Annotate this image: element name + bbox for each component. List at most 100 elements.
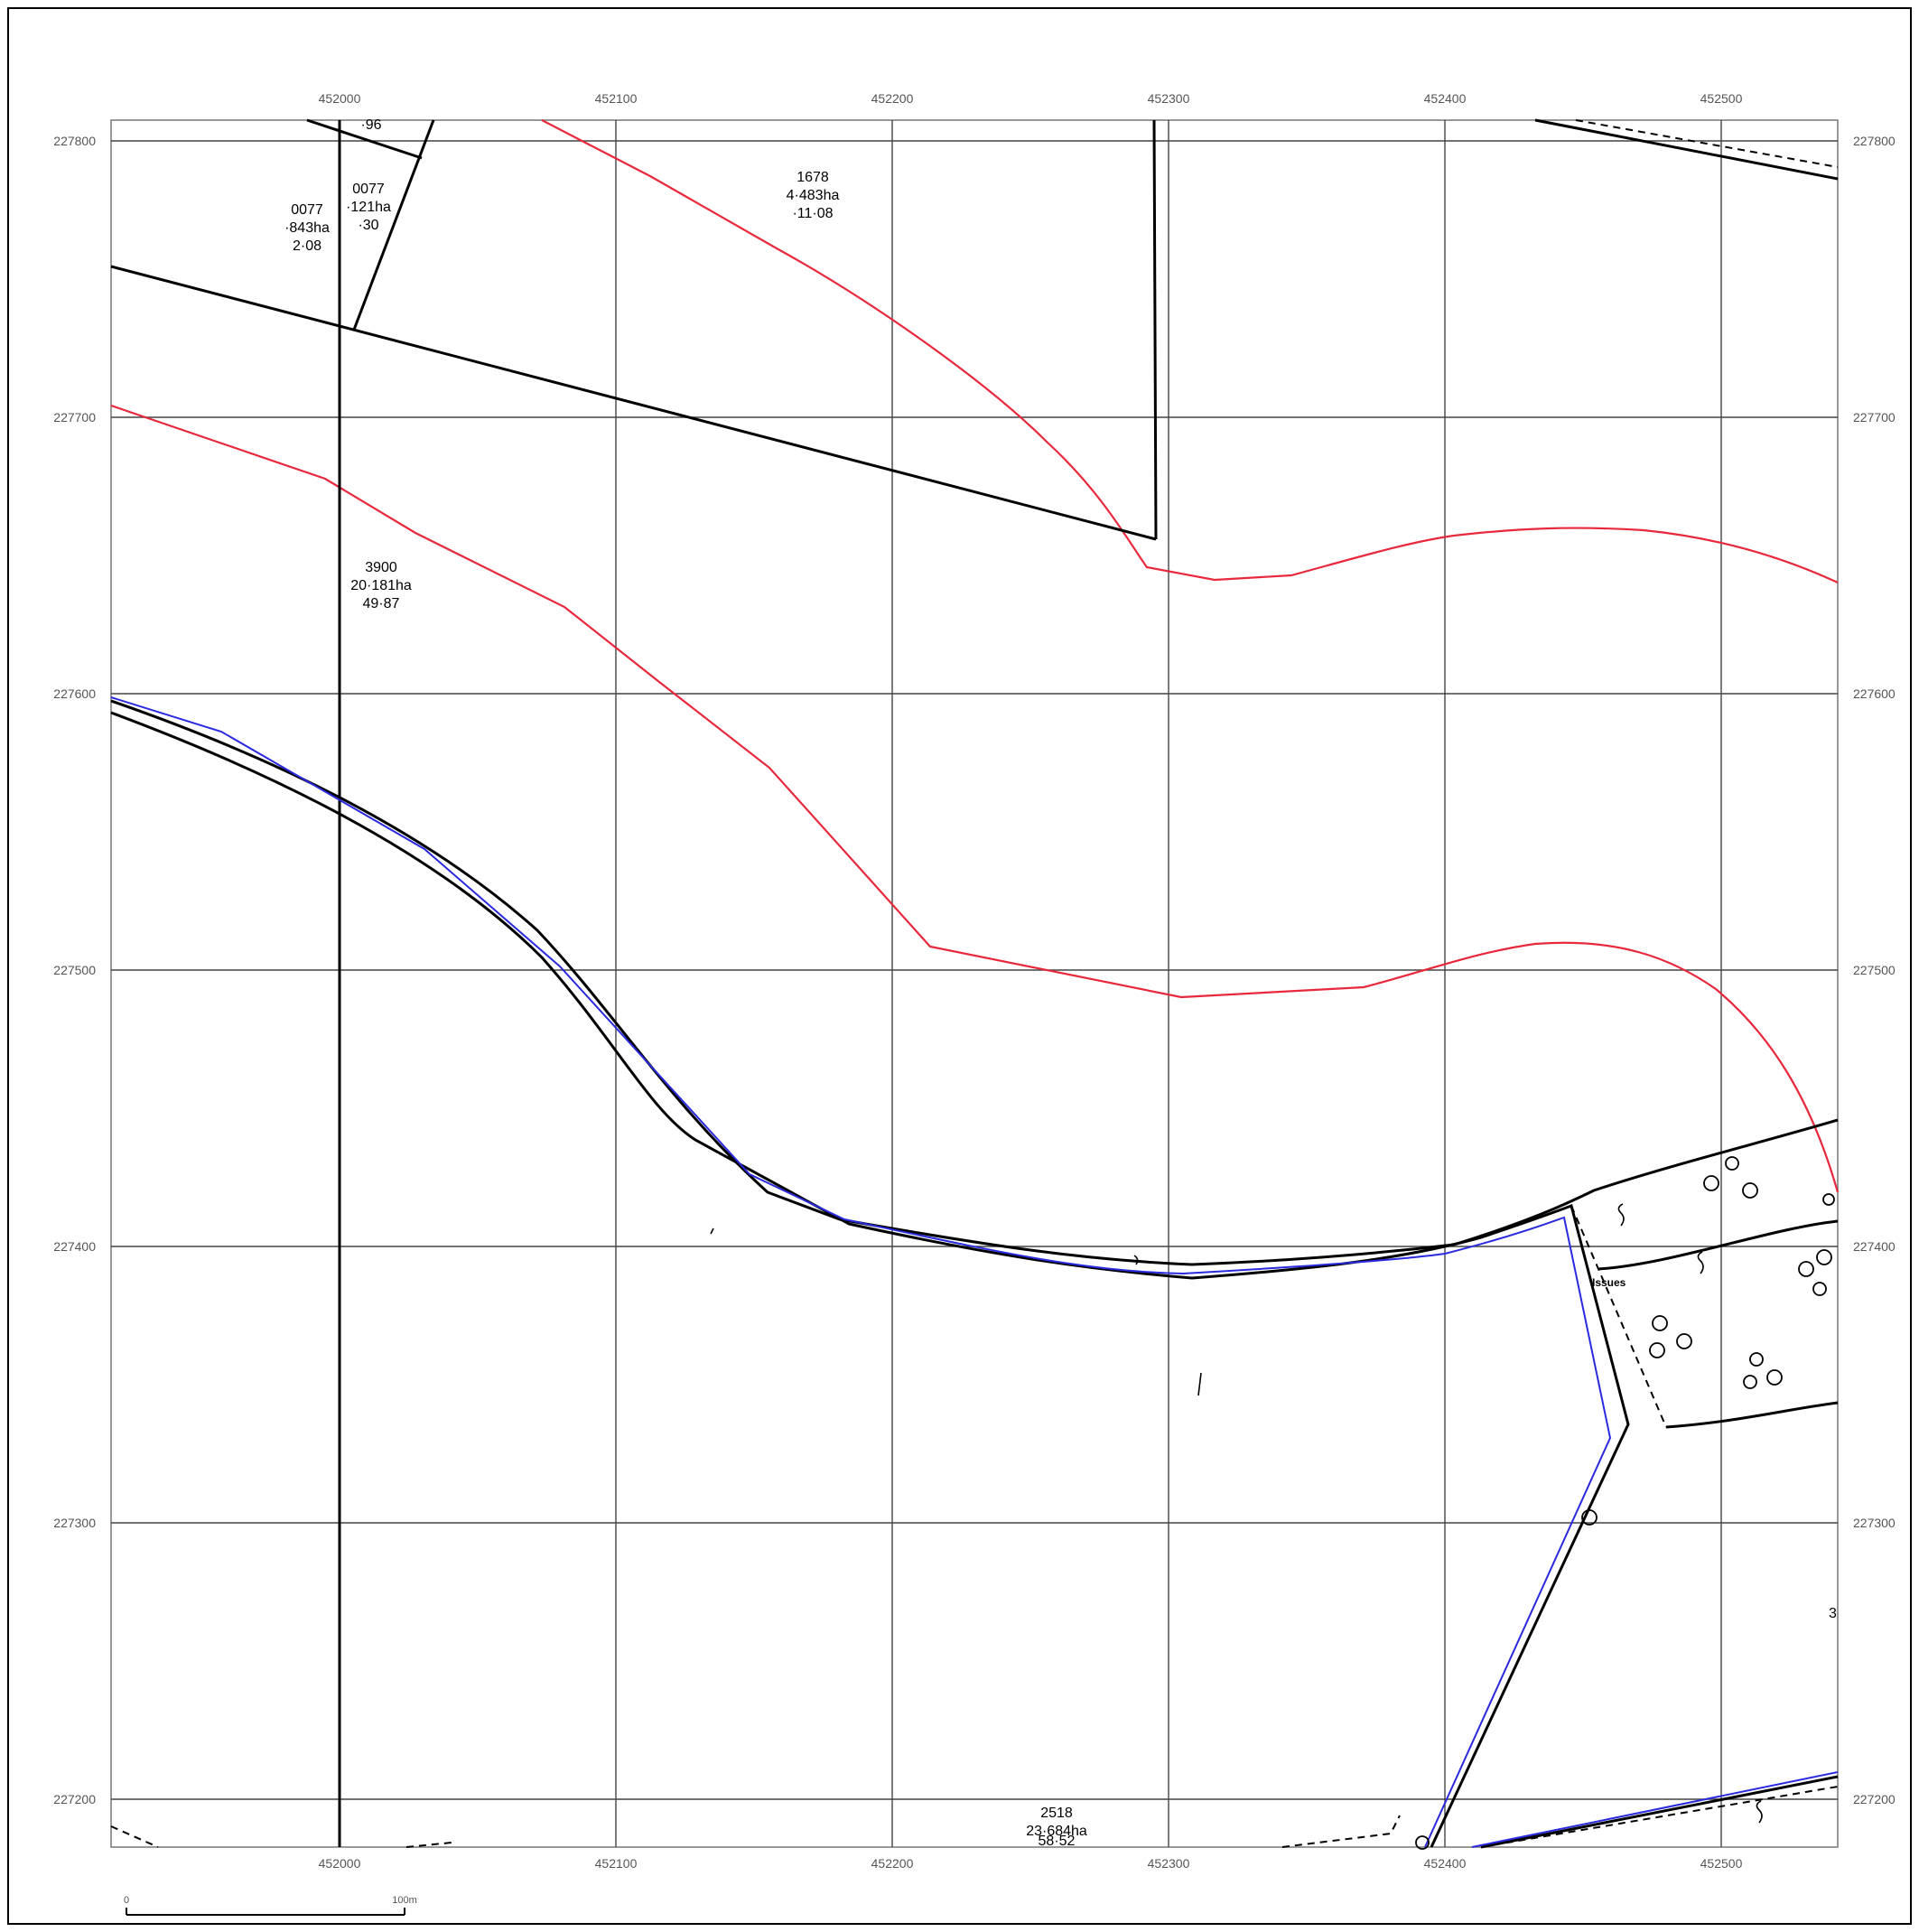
boundary-south-track	[1480, 1775, 1839, 1849]
parcel-label-line: ·843ha	[284, 220, 330, 236]
boundary-river-south	[110, 711, 1630, 1848]
tree-icon	[1822, 1193, 1835, 1206]
tree-icon	[1676, 1333, 1692, 1349]
northing-label: 227200	[53, 1792, 96, 1806]
easting-label: 452400	[1424, 1856, 1467, 1871]
northing-label: 227600	[53, 686, 96, 701]
issues-label: Issues	[1592, 1276, 1626, 1289]
tree-icon	[1652, 1315, 1668, 1331]
easting-label: 452500	[1700, 91, 1743, 106]
scale-bar: 0 100m	[124, 1895, 417, 1916]
parcel-boundaries	[110, 118, 1839, 1849]
northing-labels-right: 227800 227700 227600 227500 227400 22730…	[1853, 134, 1896, 1806]
map-area-border	[110, 119, 1839, 1848]
boundary-96	[306, 118, 423, 160]
tree-icon	[1816, 1249, 1832, 1265]
blue-line-south-track	[1471, 1771, 1839, 1848]
parcel-label-1678: 1678 4·483ha ·11·08	[787, 170, 840, 221]
dashed-sw-corner	[110, 1825, 159, 1848]
tree-icon	[1703, 1175, 1719, 1191]
parcel-label-0077-b: 0077 ·121ha ·30	[346, 182, 391, 233]
easting-labels-top: 452000 452100 452200 452300 452400 45250…	[319, 91, 1743, 106]
parcel-label-line: ·30	[358, 218, 378, 233]
dashed-woodland-edge	[1570, 1205, 1667, 1428]
parcel-label-2518: 2518 23·684ha 58·52	[1026, 1806, 1087, 1849]
dashed-lines	[110, 119, 1839, 1848]
misc-symbols	[710, 1203, 1763, 1824]
red-line-upper	[541, 119, 1839, 583]
blue-line-river	[110, 696, 1612, 1848]
edge-numeral: 3	[1829, 1606, 1837, 1621]
northing-label: 227500	[53, 963, 96, 977]
boundary-ne-track-1	[1534, 118, 1839, 181]
trees	[1415, 1156, 1835, 1850]
parcel-label-line: ·96	[360, 117, 381, 133]
northing-label: 227500	[1853, 963, 1896, 977]
parcel-label-line: 2·08	[293, 238, 321, 254]
dashed-south-b	[1281, 1815, 1401, 1848]
spring-symbol-icon	[1697, 1251, 1704, 1274]
red-lines	[110, 119, 1840, 1193]
northing-label: 227800	[53, 134, 96, 148]
tree-icon	[1725, 1156, 1739, 1171]
map-frame	[7, 7, 1912, 1925]
boundary-woodland-south	[1665, 1401, 1839, 1429]
easting-label: 452100	[595, 91, 638, 106]
parcel-label-3900: 3900 20·181ha 49·87	[350, 560, 412, 611]
parcel-label-line: 0077	[352, 182, 385, 197]
tree-icon	[1415, 1835, 1430, 1850]
boundary-woodland-stream	[1598, 1219, 1839, 1271]
parcel-label-line: 3900	[365, 560, 397, 575]
easting-label: 452300	[1148, 1856, 1190, 1871]
tree-icon	[1581, 1509, 1598, 1526]
northing-labels-left: 227800 227700 227600 227500 227400 22730…	[53, 134, 96, 1806]
northing-label: 227200	[1853, 1792, 1896, 1806]
parcel-label-line: ·121ha	[346, 200, 391, 215]
boundary-river-north	[110, 699, 1839, 1266]
grid-lines	[111, 120, 1838, 1847]
parcel-label-line: 0077	[291, 202, 323, 218]
northing-label: 227300	[53, 1516, 96, 1530]
red-line-middle	[110, 404, 1840, 1193]
northing-label: 227400	[53, 1239, 96, 1254]
parcel-label-line: 49·87	[363, 596, 400, 611]
easting-label: 452000	[319, 91, 361, 106]
mark-stroke	[710, 1227, 714, 1235]
parcel-label-line: 23·684ha	[1026, 1824, 1087, 1839]
parcel-label-line: 1678	[796, 170, 829, 185]
spring-symbol-icon	[1133, 1255, 1139, 1265]
easting-label: 452200	[871, 1856, 914, 1871]
mark-stroke	[1197, 1372, 1202, 1396]
northing-label: 227400	[1853, 1239, 1896, 1254]
parcel-label-line: ·11·08	[792, 206, 833, 221]
northing-label: 227600	[1853, 686, 1896, 701]
easting-label: 452100	[595, 1856, 638, 1871]
blue-lines	[110, 696, 1839, 1848]
spring-symbol-icon	[1756, 1800, 1763, 1824]
tree-icon	[1743, 1375, 1757, 1389]
parcel-label-96: ·96	[360, 117, 381, 133]
parcel-label-0077-a: 0077 ·843ha 2·08	[284, 202, 330, 254]
boundary-1678-east	[1152, 119, 1158, 540]
easting-labels-bottom: 452000 452100 452200 452300 452400 45250…	[319, 1856, 1743, 1871]
boundary-0077-split	[352, 119, 435, 331]
tree-icon	[1766, 1369, 1783, 1386]
boundary-diagonal-long	[110, 265, 1157, 541]
parcel-label-line: 58·52	[1039, 1834, 1076, 1849]
tree-icon	[1812, 1282, 1827, 1296]
parcel-label-line: 20·181ha	[350, 578, 412, 593]
dashed-south-track	[1480, 1786, 1839, 1848]
northing-label: 227800	[1853, 134, 1896, 148]
northing-label: 227300	[1853, 1516, 1896, 1530]
tree-icon	[1749, 1352, 1764, 1367]
northing-label: 227700	[1853, 410, 1896, 425]
spring-symbol-icon	[1617, 1203, 1625, 1227]
easting-label: 452200	[871, 91, 914, 106]
scale-bar-end-label: 100m	[392, 1895, 417, 1906]
tree-icon	[1649, 1342, 1665, 1358]
parcel-label-line: 2518	[1040, 1806, 1073, 1821]
tree-icon	[1742, 1182, 1758, 1199]
northing-label: 227700	[53, 410, 96, 425]
tree-icon	[1798, 1261, 1814, 1277]
